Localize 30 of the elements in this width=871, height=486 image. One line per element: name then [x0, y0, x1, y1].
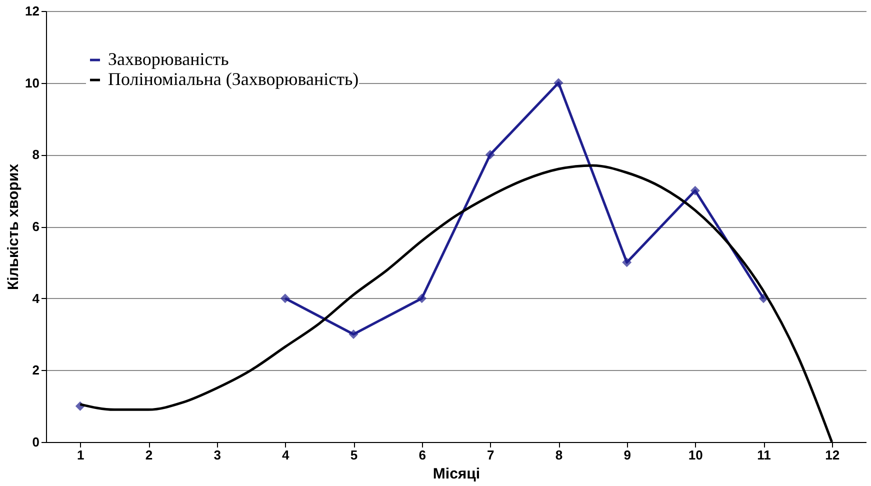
y-tick-label: 10: [25, 75, 40, 90]
point: [554, 78, 564, 88]
x-tick-label: 10: [688, 448, 703, 462]
legend-label: Захворюваність: [108, 49, 229, 69]
point: [417, 294, 427, 304]
x-tick-label: 8: [555, 448, 563, 462]
x-tick-label: 6: [418, 448, 426, 462]
y-tick-label: 12: [25, 4, 40, 18]
x-tick-label: 9: [624, 448, 631, 462]
x-tick-label: 2: [145, 448, 153, 462]
point: [690, 186, 700, 196]
point: [280, 294, 290, 304]
y-tick-label: 2: [32, 362, 40, 378]
x-tick-label: 11: [757, 448, 771, 462]
y-tick-label: 4: [32, 290, 40, 306]
y-axis-title: Кількість хворих: [5, 163, 22, 290]
x-tick-label: 3: [214, 448, 221, 462]
point: [622, 258, 632, 268]
y-tick-label: 0: [32, 434, 40, 450]
point: [348, 330, 358, 339]
x-tick-label: 5: [350, 448, 358, 462]
x-tick-label: 4: [282, 448, 290, 462]
point: [485, 150, 495, 160]
x-tick-label: 1: [77, 448, 84, 462]
x-axis-title: Місяці: [432, 466, 480, 482]
y-tick-label: 8: [32, 147, 40, 162]
x-tick-label: 12: [825, 448, 840, 462]
legend-label: Поліноміальна (Захворюваність): [108, 69, 359, 89]
x-tick-label: 7: [487, 448, 494, 462]
y-tick-label: 6: [32, 219, 40, 234]
